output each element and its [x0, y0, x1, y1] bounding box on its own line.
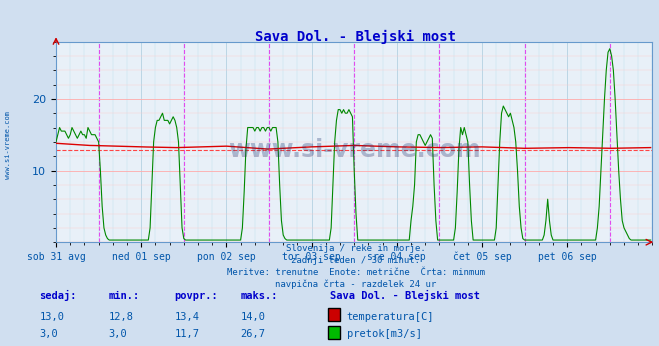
Text: 11,7: 11,7 [175, 329, 200, 339]
Text: min.:: min.: [109, 291, 140, 301]
Text: 3,0: 3,0 [109, 329, 127, 339]
Text: www.si-vreme.com: www.si-vreme.com [5, 111, 11, 179]
Text: Slovenija / reke in morje.
zadnji teden / 30 minut.
Meritve: trenutne  Enote: me: Slovenija / reke in morje. zadnji teden … [227, 244, 485, 289]
Text: povpr.:: povpr.: [175, 291, 218, 301]
Text: temperatura[C]: temperatura[C] [347, 312, 434, 322]
Text: www.si-vreme.com: www.si-vreme.com [228, 138, 480, 162]
Text: 13,0: 13,0 [40, 312, 65, 322]
Text: 14,0: 14,0 [241, 312, 266, 322]
Text: 12,8: 12,8 [109, 312, 134, 322]
Text: 26,7: 26,7 [241, 329, 266, 339]
Text: pretok[m3/s]: pretok[m3/s] [347, 329, 422, 339]
Text: Sava Dol. - Blejski most: Sava Dol. - Blejski most [255, 29, 457, 44]
Text: 3,0: 3,0 [40, 329, 58, 339]
Text: sedaj:: sedaj: [40, 290, 77, 301]
Text: maks.:: maks.: [241, 291, 278, 301]
Text: Sava Dol. - Blejski most: Sava Dol. - Blejski most [330, 290, 480, 301]
Text: 13,4: 13,4 [175, 312, 200, 322]
